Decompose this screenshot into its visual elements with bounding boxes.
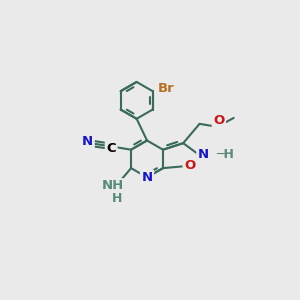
Text: O: O: [184, 159, 195, 172]
Text: N: N: [82, 135, 93, 148]
Text: O: O: [213, 114, 224, 128]
Text: C: C: [106, 142, 116, 155]
Text: Br: Br: [158, 82, 175, 95]
Text: NH: NH: [102, 179, 124, 193]
Text: N: N: [142, 171, 153, 184]
Text: ─H: ─H: [217, 148, 234, 161]
Text: H: H: [112, 192, 122, 205]
Text: N: N: [198, 148, 209, 161]
